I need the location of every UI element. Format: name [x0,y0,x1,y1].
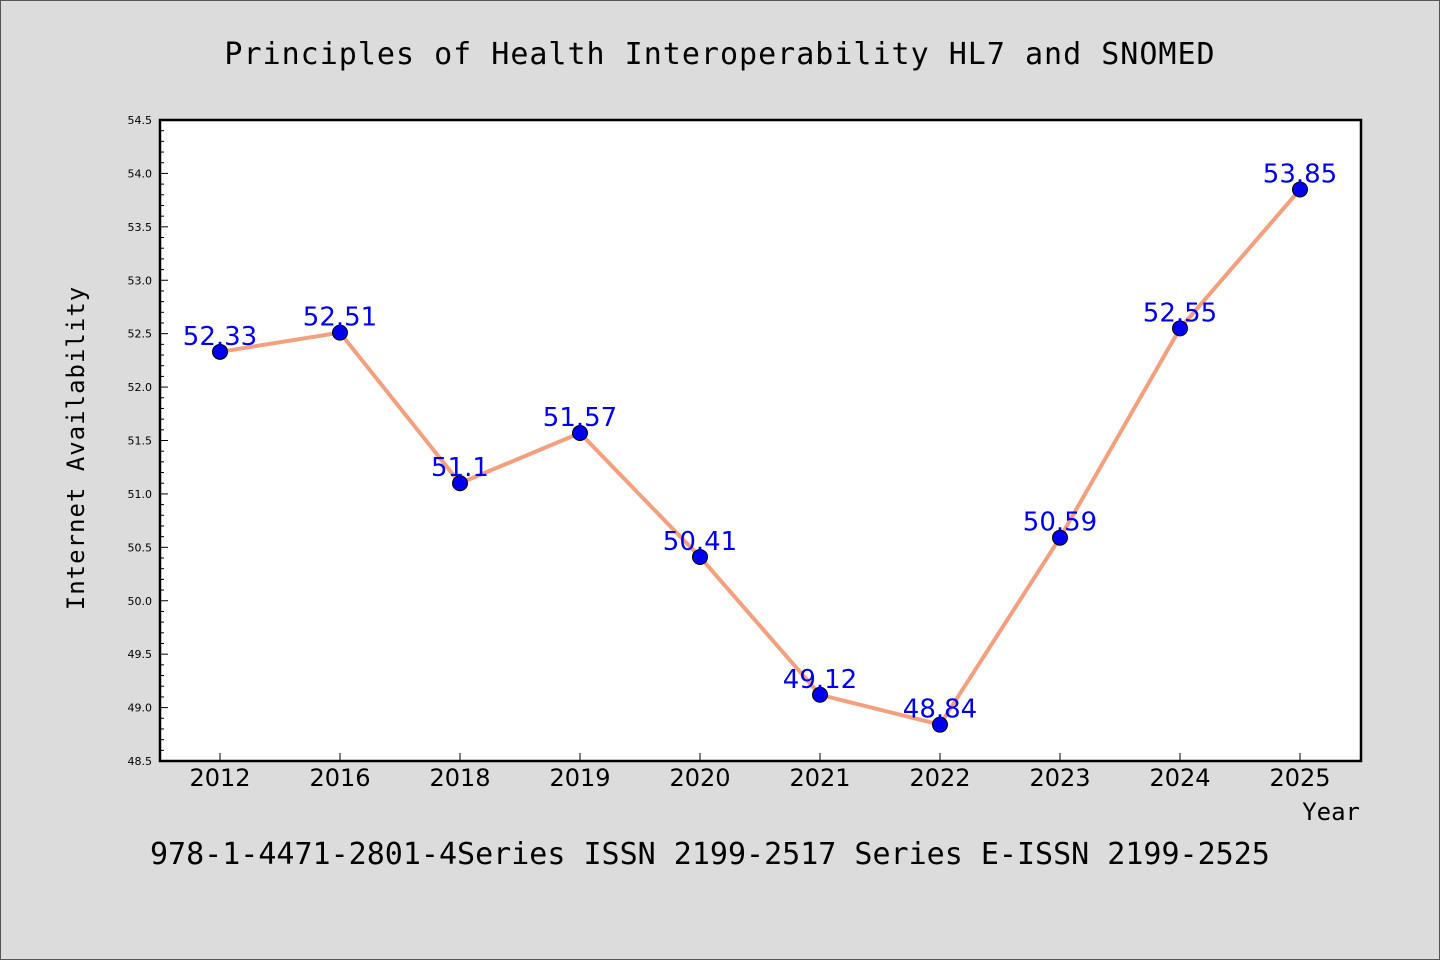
footer-isbn-issn: 978-1-4471-2801-4Series ISSN 2199-2517 S… [150,837,1270,872]
data-label: 52.51 [303,303,377,333]
x-tick-label: 2025 [1269,764,1330,792]
data-label: 51.57 [543,403,617,433]
data-point [1292,181,1308,198]
y-axis-label: Internet Availability [62,286,90,610]
chart-title: Principles of Health Interoperability HL… [224,37,1215,72]
y-tick-label: 51.0 [128,488,153,501]
data-point [1172,320,1188,337]
x-tick-label: 2023 [1029,764,1090,792]
data-label: 53.85 [1263,159,1337,189]
x-tick-label: 2022 [909,764,970,792]
data-label: 52.55 [1143,298,1217,328]
data-point [572,425,588,442]
data-label: 51.1 [431,453,489,483]
y-tick-label: 52.0 [128,381,153,394]
data-point [692,548,708,565]
y-tick-label: 53.5 [128,221,153,234]
data-point [1052,529,1068,546]
plot-area [158,118,1363,763]
y-tick-label: 49.5 [128,648,153,661]
x-axis: 2012 2016 2018 2019 2020 2021 2022 2023 2024 2025 [189,753,1331,792]
data-point [212,343,228,360]
data-label: 49.12 [783,665,857,695]
data-label: 50.59 [1023,508,1097,538]
y-tick-label: 51.5 [128,435,153,448]
x-tick-label: 2019 [549,764,610,792]
x-tick-label: 2024 [1149,764,1210,792]
series-polyline [219,188,1302,727]
y-axis: 48.5 49.0 49.5 50.0 50.5 51.0 51.5 52.0 52.5 53.0… [128,114,168,768]
y-tick-label: 54.0 [128,167,153,180]
y-tick-label: 54.5 [128,114,153,127]
x-tick-label: 2020 [669,764,730,792]
series-line [219,188,1302,727]
data-label: 48.84 [903,695,977,725]
data-point [452,475,468,492]
x-tick-label: 2016 [309,764,370,792]
series-markers [212,181,1308,733]
data-point [332,324,348,341]
data-point [932,716,948,733]
data-labels: 52.33 52.51 51.1 51.57 50.41 49.12 48.84 50.59 5… [183,159,1337,724]
y-tick-label: 52.5 [128,328,153,341]
y-tick-label: 53.0 [128,274,153,287]
y-tick-label: 50.0 [128,595,153,608]
data-label: 52.33 [183,322,257,352]
x-tick-label: 2012 [189,764,250,792]
x-tick-label: 2018 [429,764,490,792]
y-tick-label: 50.5 [128,541,153,554]
x-tick-label: 2021 [789,764,850,792]
y-tick-label: 48.5 [128,755,153,768]
data-label: 50.41 [663,527,737,557]
x-axis-label: Year [1302,798,1360,826]
data-point [812,686,828,703]
y-tick-label: 49.0 [128,702,153,715]
